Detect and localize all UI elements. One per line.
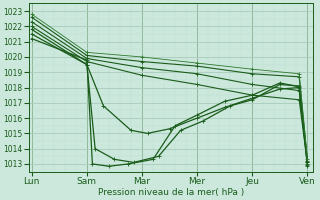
X-axis label: Pression niveau de la mer( hPa ): Pression niveau de la mer( hPa )	[98, 188, 244, 197]
